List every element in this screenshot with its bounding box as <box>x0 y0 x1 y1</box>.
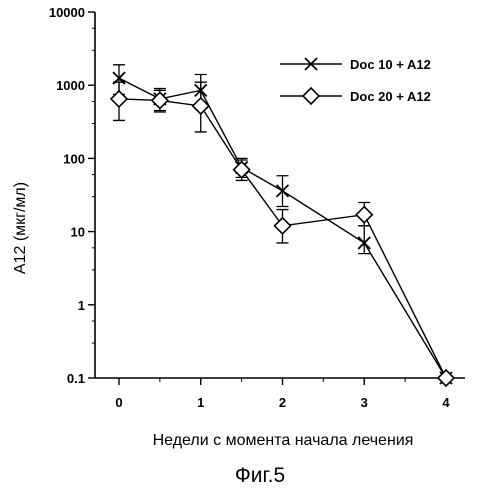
chart-legend: Doc 10 + A12 Doc 20 + A12 <box>280 57 431 104</box>
x-tick-label: 2 <box>279 395 286 410</box>
legend-item-1: Doc 20 + A12 <box>280 88 431 104</box>
data-point <box>234 162 250 178</box>
data-point <box>303 88 319 104</box>
y-tick-label: 1000 <box>56 78 85 93</box>
y-tick-label: 10 <box>71 225 85 240</box>
data-point <box>111 91 127 107</box>
y-tick-label: 0.1 <box>67 371 85 386</box>
x-tick-label: 0 <box>115 395 122 410</box>
data-point <box>275 218 291 234</box>
legend-label: Doc 10 + A12 <box>350 57 431 72</box>
y-tick-label: 100 <box>63 151 85 166</box>
x-axis-title: Недели с момента начала лечения <box>153 432 414 449</box>
data-point <box>356 207 372 223</box>
y-axis-title: А12 (мкг/мл) <box>12 182 29 274</box>
data-point <box>152 92 168 108</box>
x-tick-label: 3 <box>361 395 368 410</box>
legend-item-0: Doc 10 + A12 <box>280 57 431 72</box>
chart-series <box>111 65 454 386</box>
figure-caption: Фиг.5 <box>235 464 285 487</box>
x-tick-label: 4 <box>442 395 450 410</box>
y-tick-label: 1 <box>78 298 85 313</box>
x-tick-label: 1 <box>197 395 204 410</box>
y-tick-label: 10000 <box>49 5 85 20</box>
legend-label: Doc 20 + A12 <box>350 89 431 104</box>
series-1 <box>111 82 454 386</box>
